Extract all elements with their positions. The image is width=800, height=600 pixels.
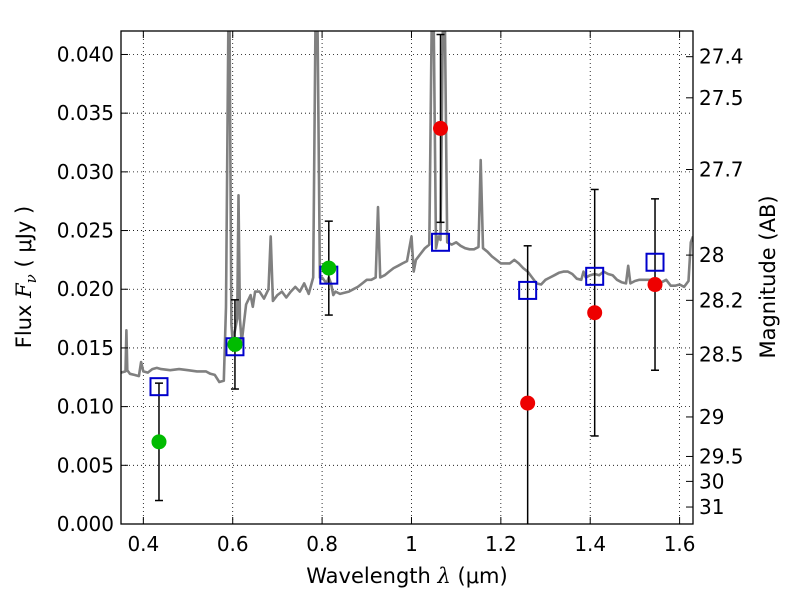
right-tick-label: 29.5 <box>699 444 744 468</box>
observed-flux-point <box>151 434 167 450</box>
spectrum-layer <box>121 31 693 384</box>
y-tick-label: 0.035 <box>57 101 114 125</box>
right-axis-title: Magnitude (AB) <box>756 195 780 358</box>
observed-flux-point <box>321 260 337 276</box>
x-tick-label: 1.6 <box>664 532 696 556</box>
spectrum-line <box>121 31 693 384</box>
right-tick-label: 29 <box>699 405 724 429</box>
right-tick-label: 28.2 <box>699 288 744 312</box>
model-square-marker <box>149 377 169 397</box>
y-tick-label: 0.030 <box>57 160 114 184</box>
plot-frame <box>120 30 694 525</box>
right-tick-label: 30 <box>699 469 724 493</box>
y-tick-label: 0.005 <box>57 453 114 477</box>
y-tick-label: 0.000 <box>57 512 114 536</box>
x-tick-label: 0.4 <box>127 532 159 556</box>
right-tick-label: 27.4 <box>699 45 744 69</box>
right-tick-label: 28.5 <box>699 342 744 366</box>
y-tick-label: 0.040 <box>57 42 114 66</box>
y-axis-title: Flux Fν ( μJy ) <box>12 206 40 348</box>
model-square-marker <box>645 252 665 272</box>
x-tick-label: 1.2 <box>485 532 517 556</box>
observed-flux-point <box>433 120 449 136</box>
model-square-marker <box>518 280 538 300</box>
x-tick-label: 0.6 <box>217 532 249 556</box>
tick-layer: 0.4 0.6 0.8 1 1.2 1.4 1.6 0.000 0.005 0.010 0.015 0… <box>57 31 744 556</box>
grid <box>121 31 693 524</box>
model-square-marker <box>585 266 605 286</box>
x-tick-label: 1.4 <box>574 532 606 556</box>
x-axis-title: Wavelength λ (μm) <box>306 564 507 588</box>
x-tick-label: 1 <box>405 532 418 556</box>
right-tick-label: 27.5 <box>699 86 744 110</box>
right-tick-label: 27.7 <box>699 158 744 182</box>
x-tick-label: 0.8 <box>306 532 338 556</box>
y-tick-label: 0.010 <box>57 395 114 419</box>
y-tick-label: 0.025 <box>57 219 114 243</box>
observed-flux-point <box>227 336 243 352</box>
observed-flux-point <box>587 305 603 321</box>
y-tick-label: 0.015 <box>57 336 114 360</box>
observed-flux-point <box>647 277 663 293</box>
right-tick-label: 28 <box>699 243 724 267</box>
y-tick-label: 0.020 <box>57 277 114 301</box>
right-tick-label: 31 <box>699 495 724 519</box>
marker-layer <box>149 120 665 450</box>
model-square-marker <box>431 232 451 252</box>
observed-flux-point <box>520 395 536 411</box>
